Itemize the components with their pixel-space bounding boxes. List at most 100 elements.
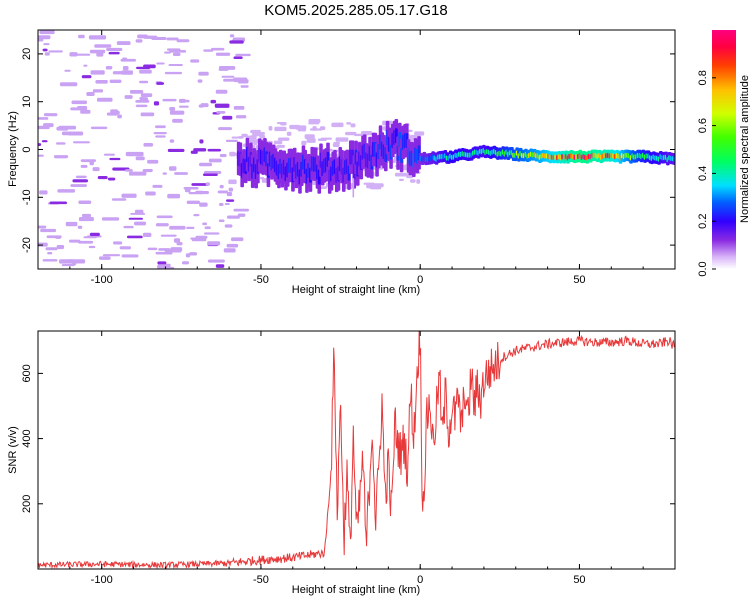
y-tick-label: -10 — [21, 189, 33, 205]
spectrogram-speckle — [216, 111, 226, 114]
spectrogram-speckle — [286, 131, 292, 136]
spectrogram-speckle — [139, 69, 152, 74]
x-tick-label: -100 — [91, 274, 113, 286]
spectrogram-speckle — [41, 140, 48, 143]
spectrogram-speckle — [167, 148, 185, 153]
spectrogram-speckle — [261, 177, 268, 183]
spectrogram-speckle — [49, 201, 68, 205]
colorbar-gradient — [712, 30, 736, 269]
spectrogram-speckle — [42, 259, 58, 262]
spectrogram-speckle — [229, 151, 236, 157]
y-tick-label: 600 — [21, 364, 33, 382]
spectrogram-speckle — [345, 131, 357, 136]
chart-title: KOM5.2025.285.05.17.G18 — [264, 2, 447, 19]
spectrogram-speckle — [164, 248, 182, 253]
spectrogram-speckle — [204, 226, 211, 230]
spectrogram-speckle — [89, 49, 106, 54]
spectrogram-speckle — [135, 156, 145, 161]
spectrogram-speckle — [366, 184, 373, 188]
spectrogram-speckle — [103, 153, 115, 156]
colorbar: 0.0 0.2 0.4 0.6 0.8 Normalized spectral ampl… — [697, 30, 750, 277]
spectrogram-speckle — [235, 53, 251, 57]
snr-y-ticks: 200 400 600 — [21, 364, 675, 513]
spectrogram-speckle — [57, 189, 76, 193]
spectrogram-speckle — [210, 47, 225, 51]
spectrogram-speckle — [241, 133, 248, 138]
spectrogram-speckle — [227, 215, 240, 219]
spectrogram-speckle — [121, 254, 139, 258]
spectrogram-speckle — [70, 184, 87, 187]
spectrogram-speckle — [166, 37, 179, 41]
spectrogram-speckle — [202, 222, 208, 226]
spectrogram-speckle — [172, 52, 181, 57]
spectrogram-speckle — [228, 179, 237, 185]
spectrogram-speckle — [167, 193, 181, 199]
spectrogram-speckle — [237, 213, 246, 217]
spectrogram-speckle — [38, 35, 51, 40]
spectrogram-speckle — [229, 34, 235, 38]
x-tick-label: -50 — [253, 274, 269, 286]
spectrogram-speckle — [208, 158, 222, 163]
spectrogram-speckle — [202, 173, 218, 177]
spectrogram-speckle — [219, 154, 227, 158]
spectrogram-speckle — [169, 110, 185, 115]
spectrogram-x-ticks: -100 -50 0 50 — [37, 30, 676, 286]
spectrogram-speckle — [198, 71, 209, 76]
spectrogram-speckle — [173, 238, 181, 243]
spectrogram-speckle — [319, 126, 326, 131]
spectrogram-speckle — [111, 198, 127, 201]
spectrogram-speckle — [101, 217, 120, 221]
x-tick-label: 0 — [417, 274, 423, 286]
spectrogram-speckle — [45, 247, 58, 251]
spectrogram-speckle — [223, 78, 241, 82]
spectrogram-speckle — [59, 82, 78, 87]
spectrogram-speckle — [116, 41, 131, 45]
snr-y-label: SNR (v/v) — [7, 426, 19, 474]
snr-panel: -100 -50 0 50 200 400 600 Height of straight … — [7, 330, 676, 596]
spectrogram-speckle — [78, 34, 85, 39]
x-tick-label: 0 — [417, 574, 423, 586]
colorbar-tick-label: 0.4 — [697, 166, 709, 181]
spectrogram-speckle — [71, 100, 87, 105]
spectrogram-speckle — [95, 80, 108, 84]
spectrogram-y-label: Frequency (Hz) — [7, 111, 19, 187]
colorbar-tick-label: 0.0 — [697, 261, 709, 276]
spectrogram-speckle — [164, 51, 171, 54]
spectrogram-speckle — [218, 68, 229, 71]
spectrogram-speckle — [77, 240, 94, 244]
spectrogram-speckle — [121, 70, 134, 75]
spectrogram-speckle — [369, 184, 382, 190]
spectrogram-speckle — [147, 159, 159, 164]
spectrogram-speckle — [121, 193, 137, 198]
spectrogram-speckle — [128, 171, 147, 176]
y-tick-label: 0 — [21, 146, 33, 152]
colorbar-ticks: 0.0 0.2 0.4 0.6 0.8 — [697, 70, 716, 277]
spectrogram-speckle — [199, 202, 208, 207]
spectrogram-speckle — [122, 57, 128, 62]
spectrogram-speckle — [40, 228, 57, 233]
spectrogram-speckle — [113, 110, 120, 115]
spectrogram-x-label: Height of straight line (km) — [292, 284, 420, 296]
spectrogram-speckle — [151, 36, 167, 41]
spectrogram-speckle — [223, 248, 236, 253]
colorbar-tick-label: 0.8 — [697, 70, 709, 85]
spectrogram-speckle — [75, 175, 87, 179]
spectrogram-speckle — [217, 190, 229, 194]
spectrogram-speckle — [226, 191, 233, 197]
spectrogram-speckle — [198, 104, 204, 108]
spectrogram-speckle — [86, 91, 95, 97]
spectrogram-speckle — [199, 139, 204, 144]
spectrogram-speckle — [64, 69, 71, 72]
spectrogram-speckle — [207, 259, 225, 263]
spectrogram-speckle — [128, 217, 143, 220]
spectrogram-speckle — [46, 235, 62, 239]
spectrogram-speckle — [168, 63, 183, 66]
spectrogram-speckle — [169, 50, 187, 53]
spectrogram-speckle — [155, 251, 173, 255]
spectrogram-speckle — [205, 182, 211, 186]
snr-frame — [37, 330, 676, 570]
spectrogram-speckle — [300, 128, 307, 132]
spectrogram-speckle — [43, 123, 54, 128]
spectrogram-speckle — [168, 166, 177, 171]
spectrogram-speckle — [68, 239, 81, 243]
